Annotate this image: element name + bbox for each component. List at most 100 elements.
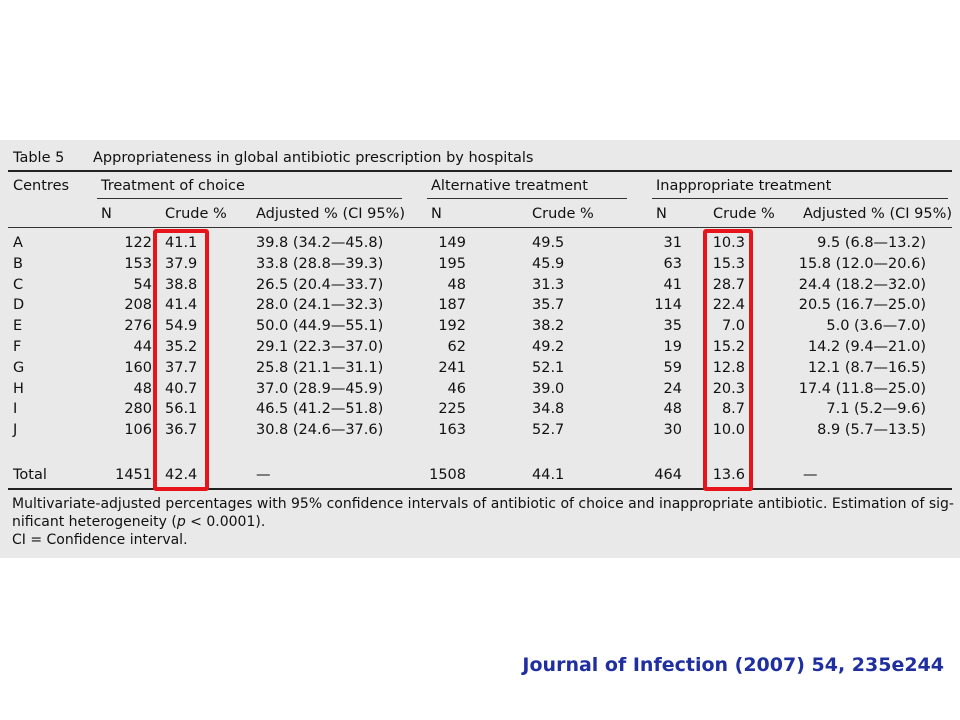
cell-inap-n: 59 <box>663 359 682 376</box>
cell-centre: J <box>13 422 18 439</box>
total-inap-crude: 13.6 <box>712 467 745 483</box>
cell-alt-n: 163 <box>438 422 466 439</box>
bottom-rule <box>8 488 952 490</box>
cell-alt-crude: 52.1 <box>532 359 565 376</box>
table-panel: Table 5 Appropriateness in global antibi… <box>0 140 960 558</box>
cell-choice-adjusted: 28.0 (24.1—32.3) <box>256 297 384 314</box>
cell-inap-n: 41 <box>663 276 682 293</box>
title-rule <box>8 170 952 172</box>
cell-centre: E <box>13 318 23 335</box>
cell-alt-n: 225 <box>438 401 466 418</box>
cell-inap-crude: 28.7 <box>712 276 745 293</box>
footnote-line-2-start: nificant heterogeneity ( <box>12 514 177 530</box>
cell-alt-crude: 45.9 <box>532 255 565 272</box>
cell-alt-n: 195 <box>438 255 466 272</box>
cell-alt-n: 149 <box>438 235 466 251</box>
cell-alt-n: 48 <box>447 276 466 293</box>
cell-alt-crude: 35.7 <box>532 297 565 314</box>
cell-inap-n: 19 <box>663 339 682 355</box>
cell-inap-crude: 10.0 <box>712 422 745 439</box>
group-rule-alternative <box>427 198 627 199</box>
cell-choice-n: 280 <box>124 401 152 418</box>
footnote-line-1: Multivariate-adjusted percentages with 9… <box>12 496 954 512</box>
cell-alt-n: 46 <box>447 380 466 397</box>
cell-inap-n: 48 <box>663 401 682 418</box>
table-title: Appropriateness in global antibiotic pre… <box>93 150 534 166</box>
cell-choice-n: 106 <box>124 422 152 439</box>
cell-inap-crude: 7.0 <box>721 318 745 335</box>
cell-alt-crude: 52.7 <box>532 422 565 439</box>
total-choice-n: 1451 <box>115 467 152 483</box>
header-centres: Centres <box>13 178 70 194</box>
cell-choice-crude: 40.7 <box>165 380 198 397</box>
cell-inap-n: 114 <box>654 297 682 314</box>
cell-inap-n: 30 <box>663 422 682 439</box>
cell-centre: G <box>13 359 25 376</box>
cell-choice-crude: 54.9 <box>165 318 198 335</box>
cell-alt-n: 187 <box>438 297 466 314</box>
cell-choice-crude: 56.1 <box>165 401 198 418</box>
footnote-line-2: nificant heterogeneity (p < 0.0001). <box>12 513 952 531</box>
cell-inap-adjusted: 12.1 (8.7—16.5) <box>807 359 926 376</box>
cell-inap-adjusted: 7.1 (5.2—9.6) <box>826 401 926 418</box>
cell-choice-crude: 41.4 <box>165 297 198 314</box>
total-choice-crude: 42.4 <box>165 467 198 483</box>
journal-citation: Journal of Infection (2007) 54, 235e244 <box>522 654 944 676</box>
total-choice-adjusted: — <box>256 467 271 483</box>
header-crude-alternative: Crude % <box>532 206 594 222</box>
cell-choice-crude: 37.7 <box>165 359 198 376</box>
cell-alt-n: 192 <box>438 318 466 335</box>
cell-alt-crude: 31.3 <box>532 276 565 293</box>
header-n-alternative: N <box>431 206 442 222</box>
cell-inap-crude: 15.2 <box>712 339 745 355</box>
cell-inap-n: 63 <box>663 255 682 272</box>
cell-choice-adjusted: 39.8 (34.2—45.8) <box>256 235 384 251</box>
cell-choice-crude: 35.2 <box>165 339 198 355</box>
cell-alt-n: 241 <box>438 359 466 376</box>
cell-inap-crude: 8.7 <box>721 401 745 418</box>
cell-choice-n: 153 <box>124 255 152 272</box>
cell-inap-crude: 20.3 <box>712 380 745 397</box>
cell-alt-crude: 39.0 <box>532 380 565 397</box>
cell-choice-adjusted: 46.5 (41.2—51.8) <box>256 401 384 418</box>
cell-choice-adjusted: 33.8 (28.8—39.3) <box>256 255 384 272</box>
cell-centre: F <box>13 339 22 355</box>
cell-centre: D <box>13 297 25 314</box>
cell-choice-crude: 37.9 <box>165 255 198 272</box>
header-adjusted-inappropriate: Adjusted % (CI 95%) <box>803 206 953 222</box>
cell-inap-adjusted: 24.4 (18.2—32.0) <box>798 276 926 293</box>
cell-choice-n: 160 <box>124 359 152 376</box>
footnote-line-2-end: < 0.0001). <box>185 514 266 530</box>
cell-inap-adjusted: 9.5 (6.8—13.2) <box>817 235 926 251</box>
cell-inap-adjusted: 5.0 (3.6—7.0) <box>826 318 926 335</box>
cell-choice-adjusted: 50.0 (44.9—55.1) <box>256 318 384 335</box>
cell-alt-crude: 38.2 <box>532 318 565 335</box>
footnote-p-symbol: p <box>176 514 186 530</box>
total-alt-crude: 44.1 <box>532 467 565 483</box>
cell-inap-crude: 12.8 <box>712 359 745 376</box>
cell-inap-adjusted: 15.8 (12.0—20.6) <box>798 255 926 272</box>
cell-alt-crude: 49.5 <box>532 235 565 251</box>
header-adjusted-choice: Adjusted % (CI 95%) <box>256 206 406 222</box>
cell-inap-n: 31 <box>663 235 682 251</box>
cell-choice-adjusted: 30.8 (24.6—37.6) <box>256 422 384 439</box>
cell-choice-adjusted: 29.1 (22.3—37.0) <box>256 339 384 355</box>
cell-inap-adjusted: 8.9 (5.7—13.5) <box>817 422 926 439</box>
cell-inap-crude: 22.4 <box>712 297 745 314</box>
cell-choice-adjusted: 25.8 (21.1—31.1) <box>256 359 384 376</box>
cell-alt-crude: 34.8 <box>532 401 565 418</box>
header-inappropriate-treatment: Inappropriate treatment <box>656 178 832 194</box>
cell-choice-adjusted: 26.5 (20.4—33.7) <box>256 276 384 293</box>
cell-choice-n: 54 <box>133 276 152 293</box>
header-crude-choice: Crude % <box>165 206 227 222</box>
cell-centre: A <box>13 235 23 251</box>
cell-alt-n: 62 <box>447 339 466 355</box>
header-n-choice: N <box>101 206 112 222</box>
cell-choice-n: 208 <box>124 297 152 314</box>
highlight-box-choice-crude <box>153 229 209 491</box>
cell-inap-adjusted: 17.4 (11.8—25.0) <box>798 380 926 397</box>
cell-inap-adjusted: 20.5 (16.7—25.0) <box>798 297 926 314</box>
footnote-line-3: CI = Confidence interval. <box>12 532 188 548</box>
header-n-inappropriate: N <box>656 206 667 222</box>
cell-choice-crude: 41.1 <box>165 235 198 251</box>
